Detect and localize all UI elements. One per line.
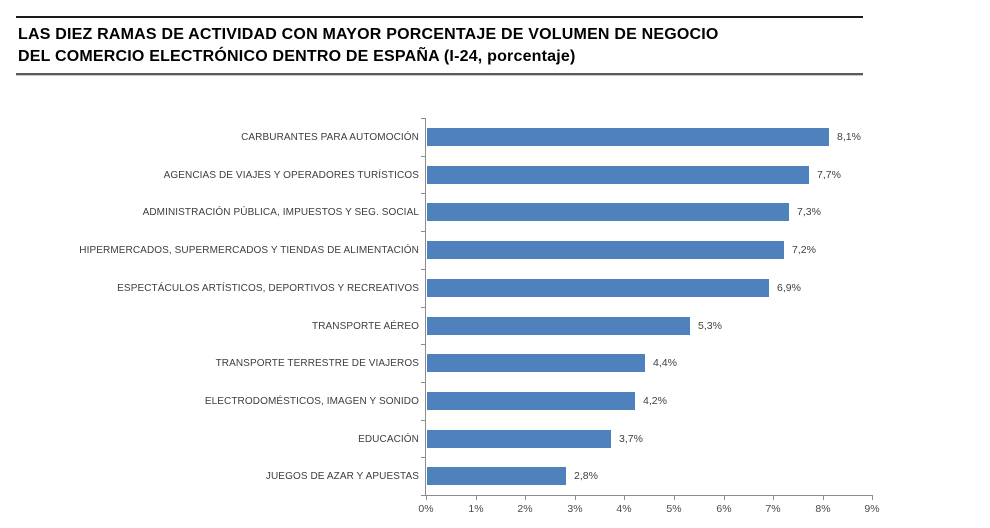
y-axis-tick <box>421 269 425 270</box>
x-axis-tick <box>823 495 824 500</box>
x-axis-tick <box>674 495 675 500</box>
page-title: LAS DIEZ RAMAS DE ACTIVIDAD CON MAYOR PO… <box>18 24 863 68</box>
y-axis-tick <box>421 118 425 119</box>
value-label: 4,4% <box>653 357 677 369</box>
x-axis-tick <box>426 495 427 500</box>
x-axis-tick-label: 9% <box>864 503 880 515</box>
page-title-line-1: LAS DIEZ RAMAS DE ACTIVIDAD CON MAYOR PO… <box>18 26 719 43</box>
value-label: 6,9% <box>777 282 801 294</box>
category-label: CARBURANTES PARA AUTOMOCIÓN <box>241 131 419 143</box>
value-label: 7,2% <box>792 244 816 256</box>
value-label: 7,7% <box>817 169 841 181</box>
category-label: HIPERMERCADOS, SUPERMERCADOS Y TIENDAS D… <box>79 244 419 256</box>
x-axis-tick <box>476 495 477 500</box>
bar <box>427 279 769 297</box>
value-label: 4,2% <box>643 395 667 407</box>
y-axis-tick <box>421 420 425 421</box>
y-axis-tick <box>421 382 425 383</box>
category-label: ELECTRODOMÉSTICOS, IMAGEN Y SONIDO <box>204 395 419 407</box>
title-top-rule <box>16 16 863 18</box>
bar <box>427 354 645 372</box>
y-axis-tick <box>421 344 425 345</box>
x-axis-tick <box>624 495 625 500</box>
bar <box>427 166 809 184</box>
x-axis-tick-label: 1% <box>468 503 484 515</box>
bar <box>427 203 789 221</box>
category-label: EDUCACIÓN <box>358 433 419 445</box>
bar <box>427 128 829 146</box>
x-axis-tick-label: 6% <box>716 503 732 515</box>
y-axis-tick <box>421 495 425 496</box>
category-label: TRANSPORTE TERRESTRE DE VIAJEROS <box>215 357 419 369</box>
page-title-line-2: DEL COMERCIO ELECTRÓNICO DENTRO DE ESPAÑ… <box>18 48 576 65</box>
bar <box>427 467 566 485</box>
category-label: JUEGOS DE AZAR Y APUESTAS <box>265 470 419 482</box>
y-axis-line <box>425 118 426 496</box>
value-label: 2,8% <box>574 470 598 482</box>
value-label: 7,3% <box>797 206 821 218</box>
value-label: 8,1% <box>837 131 861 143</box>
category-label: ESPECTÁCULOS ARTÍSTICOS, DEPORTIVOS Y RE… <box>117 282 419 294</box>
value-label: 3,7% <box>619 433 643 445</box>
x-axis-tick-label: 8% <box>815 503 831 515</box>
x-axis-tick <box>525 495 526 500</box>
category-label: TRANSPORTE AÉREO <box>312 320 419 332</box>
bar <box>427 430 611 448</box>
x-axis-tick-label: 0% <box>418 503 434 515</box>
value-label: 5,3% <box>698 320 722 332</box>
y-axis-tick <box>421 307 425 308</box>
bar <box>427 317 690 335</box>
y-axis-tick <box>421 457 425 458</box>
y-axis-tick <box>421 193 425 194</box>
x-axis-line <box>425 495 874 496</box>
bar <box>427 241 784 259</box>
category-label: ADMINISTRACIÓN PÚBLICA, IMPUESTOS Y SEG.… <box>142 206 419 218</box>
bar <box>427 392 635 410</box>
x-axis-tick-label: 4% <box>616 503 632 515</box>
y-axis-tick <box>421 231 425 232</box>
title-bottom-rule <box>16 73 863 75</box>
x-axis-tick-label: 3% <box>567 503 583 515</box>
category-label: AGENCIAS DE VIAJES Y OPERADORES TURÍSTIC… <box>163 169 419 181</box>
x-axis-tick <box>724 495 725 500</box>
x-axis-tick <box>773 495 774 500</box>
x-axis-tick <box>872 495 873 500</box>
x-axis-tick-label: 2% <box>517 503 533 515</box>
y-axis-tick <box>421 156 425 157</box>
x-axis-tick-label: 5% <box>666 503 682 515</box>
x-axis-tick-label: 7% <box>765 503 781 515</box>
x-axis-tick <box>575 495 576 500</box>
